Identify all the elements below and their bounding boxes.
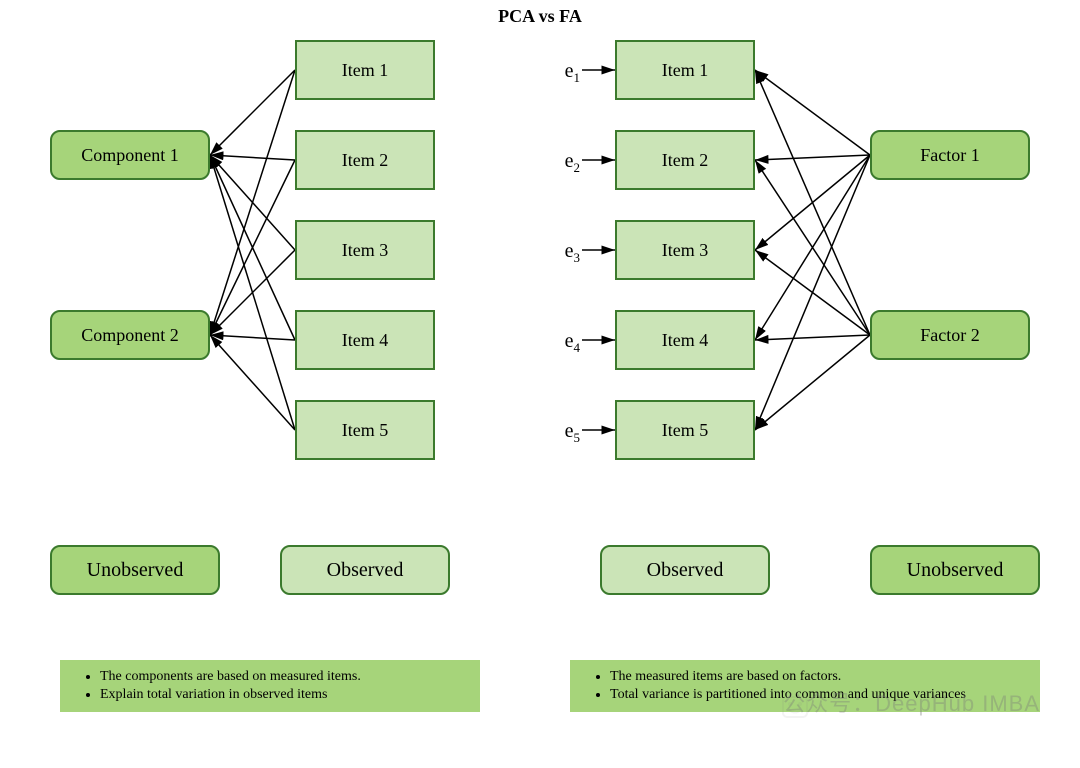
fa-error-5: e5: [540, 420, 580, 446]
fa-item-1: Item 1: [615, 40, 755, 100]
pca-item-4-label: Item 4: [342, 330, 389, 351]
pca-component-2-label: Component 2: [81, 325, 179, 346]
fa-error-2: e2: [540, 150, 580, 176]
fa-item-3-label: Item 3: [662, 240, 709, 261]
pca-item-2-label: Item 2: [342, 150, 389, 171]
pca-item-1-label: Item 1: [342, 60, 389, 81]
pca-component-1-label: Component 1: [81, 145, 179, 166]
pca-item-5-label: Item 5: [342, 420, 389, 441]
pca-item-1: Item 1: [295, 40, 435, 100]
fa-item-4-label: Item 4: [662, 330, 709, 351]
fa-item-1-label: Item 1: [662, 60, 709, 81]
pca-notes: The components are based on measured ite…: [60, 660, 480, 712]
fa-item-3: Item 3: [615, 220, 755, 280]
pca-item-3-label: Item 3: [342, 240, 389, 261]
pca-note-2: Explain total variation in observed item…: [100, 686, 472, 704]
pca-note-1: The components are based on measured ite…: [100, 668, 472, 686]
pca-item-3: Item 3: [295, 220, 435, 280]
fa-note-2: Total variance is partitioned into commo…: [610, 686, 1032, 704]
pca-item-5: Item 5: [295, 400, 435, 460]
arrows-layer: [0, 0, 1080, 768]
fa-note-1: The measured items are based on factors.: [610, 668, 1032, 686]
fa-factor-2: Factor 2: [870, 310, 1030, 360]
legend-unobserved-left: Unobserved: [50, 545, 220, 595]
fa-factor-1-label: Factor 1: [920, 145, 979, 166]
pca-item-4: Item 4: [295, 310, 435, 370]
fa-item-2: Item 2: [615, 130, 755, 190]
fa-item-4: Item 4: [615, 310, 755, 370]
pca-component-1: Component 1: [50, 130, 210, 180]
diagram-canvas: PCA vs FA Item 1 Item 2 Item 3 Item 4 It…: [0, 0, 1080, 768]
fa-item-5: Item 5: [615, 400, 755, 460]
fa-error-4: e4: [540, 330, 580, 356]
fa-item-2-label: Item 2: [662, 150, 709, 171]
fa-error-1: e1: [540, 60, 580, 86]
watermark-icon: [780, 694, 810, 720]
legend-observed-left: Observed: [280, 545, 450, 595]
legend-observed-right: Observed: [600, 545, 770, 595]
legend-unobserved-right: Unobserved: [870, 545, 1040, 595]
fa-factor-1: Factor 1: [870, 130, 1030, 180]
fa-item-5-label: Item 5: [662, 420, 709, 441]
fa-factor-2-label: Factor 2: [920, 325, 979, 346]
pca-item-2: Item 2: [295, 130, 435, 190]
fa-error-3: e3: [540, 240, 580, 266]
pca-component-2: Component 2: [50, 310, 210, 360]
